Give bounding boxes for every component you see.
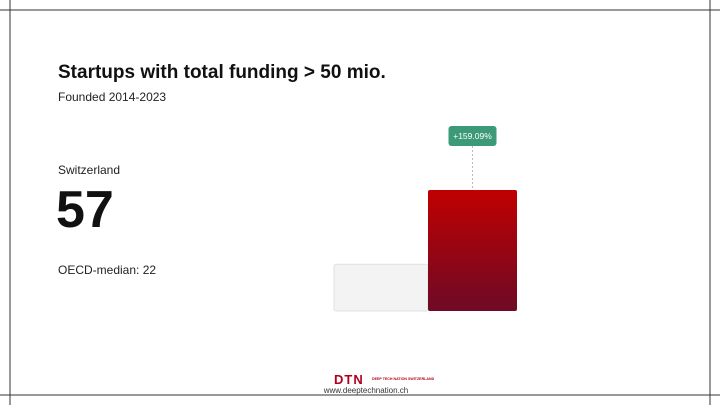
logo-brand: DEEP TECH NATION SWITZERLAND xyxy=(372,377,435,381)
logo-mark: DTN xyxy=(334,372,364,387)
bar xyxy=(333,263,429,312)
category-label: Switzerland xyxy=(58,163,120,177)
annotation-badge xyxy=(448,126,497,146)
footer-url: www.deeptechnation.ch xyxy=(323,386,409,395)
chart-title: Startups with total funding > 50 mio. xyxy=(58,62,386,83)
chart-subtitle: Founded 2014-2023 xyxy=(58,90,166,104)
bar xyxy=(428,190,517,311)
median-label: OECD-median: 22 xyxy=(58,263,156,277)
big-number: 57 xyxy=(56,181,114,239)
annotation-text: +159.09% xyxy=(453,131,492,141)
